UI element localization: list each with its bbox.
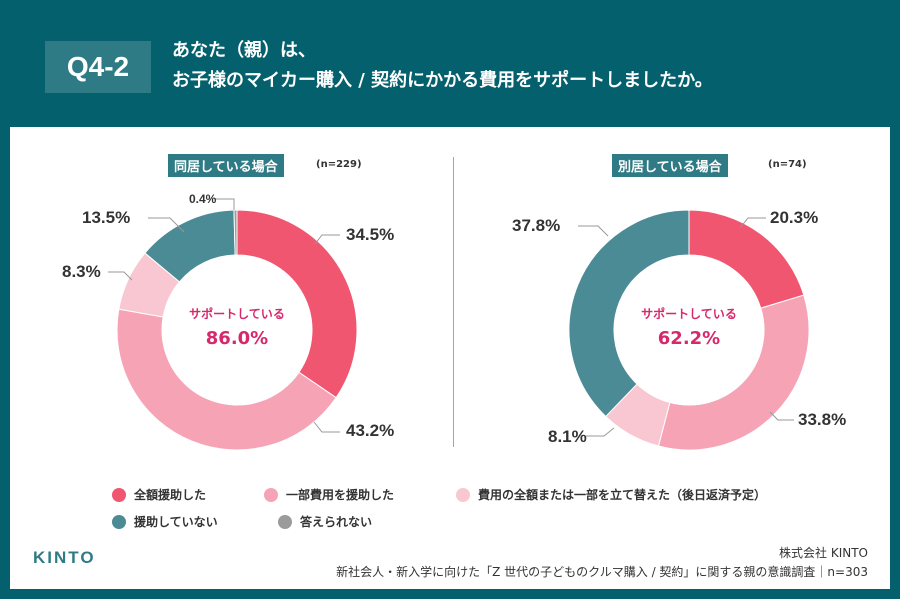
title-line-1: あなた（親）は、 [172,40,316,61]
leader-line [769,411,794,421]
data-label: 33.8% [798,410,847,429]
center-value: 62.2% [657,328,721,349]
data-label: 13.5% [82,208,131,227]
data-label: 34.5% [346,225,395,244]
right-center-label: サポートしている 62.2% [609,305,769,349]
legend-label: 答えられない [300,515,373,529]
legend-swatch [456,487,470,502]
title-line-2: お子様のマイカー購入 / 契約にかかる費用をサポートしましたか。 [172,70,713,91]
legend-item-none: 援助していない [112,513,218,530]
donut-slice [116,308,337,451]
data-label: 20.3% [770,208,819,227]
data-label: 43.2% [346,421,395,440]
legend-swatch [112,514,126,529]
question-badge: Q4-2 [45,41,151,93]
legend-item-na: 答えられない [278,513,372,530]
leader-line [148,217,185,233]
data-label: 8.1% [548,427,587,446]
legend-swatch [264,487,278,502]
leader-line [313,421,340,433]
center-caption: サポートしている [641,307,737,321]
kinto-logo: KINTO [33,548,96,567]
leader-line [108,271,133,281]
footer-company: 株式会社 KINTO [779,546,868,560]
legend-item-full: 全額援助した [112,486,206,503]
page-title: あなた（親）は、 お子様のマイカー購入 / 契約にかかる費用をサポートしましたか… [172,36,713,96]
left-chart-n: (n=229) [316,159,362,170]
legend-item-partial: 一部費用を援助した [264,486,394,503]
legend-label: 全額援助した [134,488,207,502]
data-label: 8.3% [62,262,101,281]
donut-slice [568,209,690,418]
leader-line [739,217,766,229]
leader-line [586,427,615,437]
legend-item-advance: 費用の全額または一部を立て替えた（後日返済予定） [456,486,766,503]
leader-line [578,225,609,237]
donut-slice [233,209,238,256]
donut-slice [236,209,358,399]
data-label: 0.4% [189,192,217,206]
left-chart-title: 同居している場合 [168,154,284,177]
left-center-label: サポートしている 86.0% [157,305,317,349]
legend-swatch [278,514,292,529]
donut-slice [657,294,810,451]
right-chart-n: (n=74) [768,159,807,170]
legend-label: 援助していない [134,515,218,529]
data-label: 37.8% [512,216,561,235]
leader-line [314,234,340,245]
center-caption: サポートしている [189,307,285,321]
footer-source: 新社会人・新入学に向けた「Z 世代の子どものクルマ購入 / 契約」に関する親の意… [336,565,868,579]
right-chart-title: 別居している場合 [612,154,728,177]
legend-label: 一部費用を援助した [286,488,395,502]
center-value: 86.0% [205,328,269,349]
leader-line [214,198,235,210]
legend-label: 費用の全額または一部を立て替えた（後日返済予定） [478,488,767,502]
legend-swatch [112,487,126,502]
divider [453,157,454,447]
